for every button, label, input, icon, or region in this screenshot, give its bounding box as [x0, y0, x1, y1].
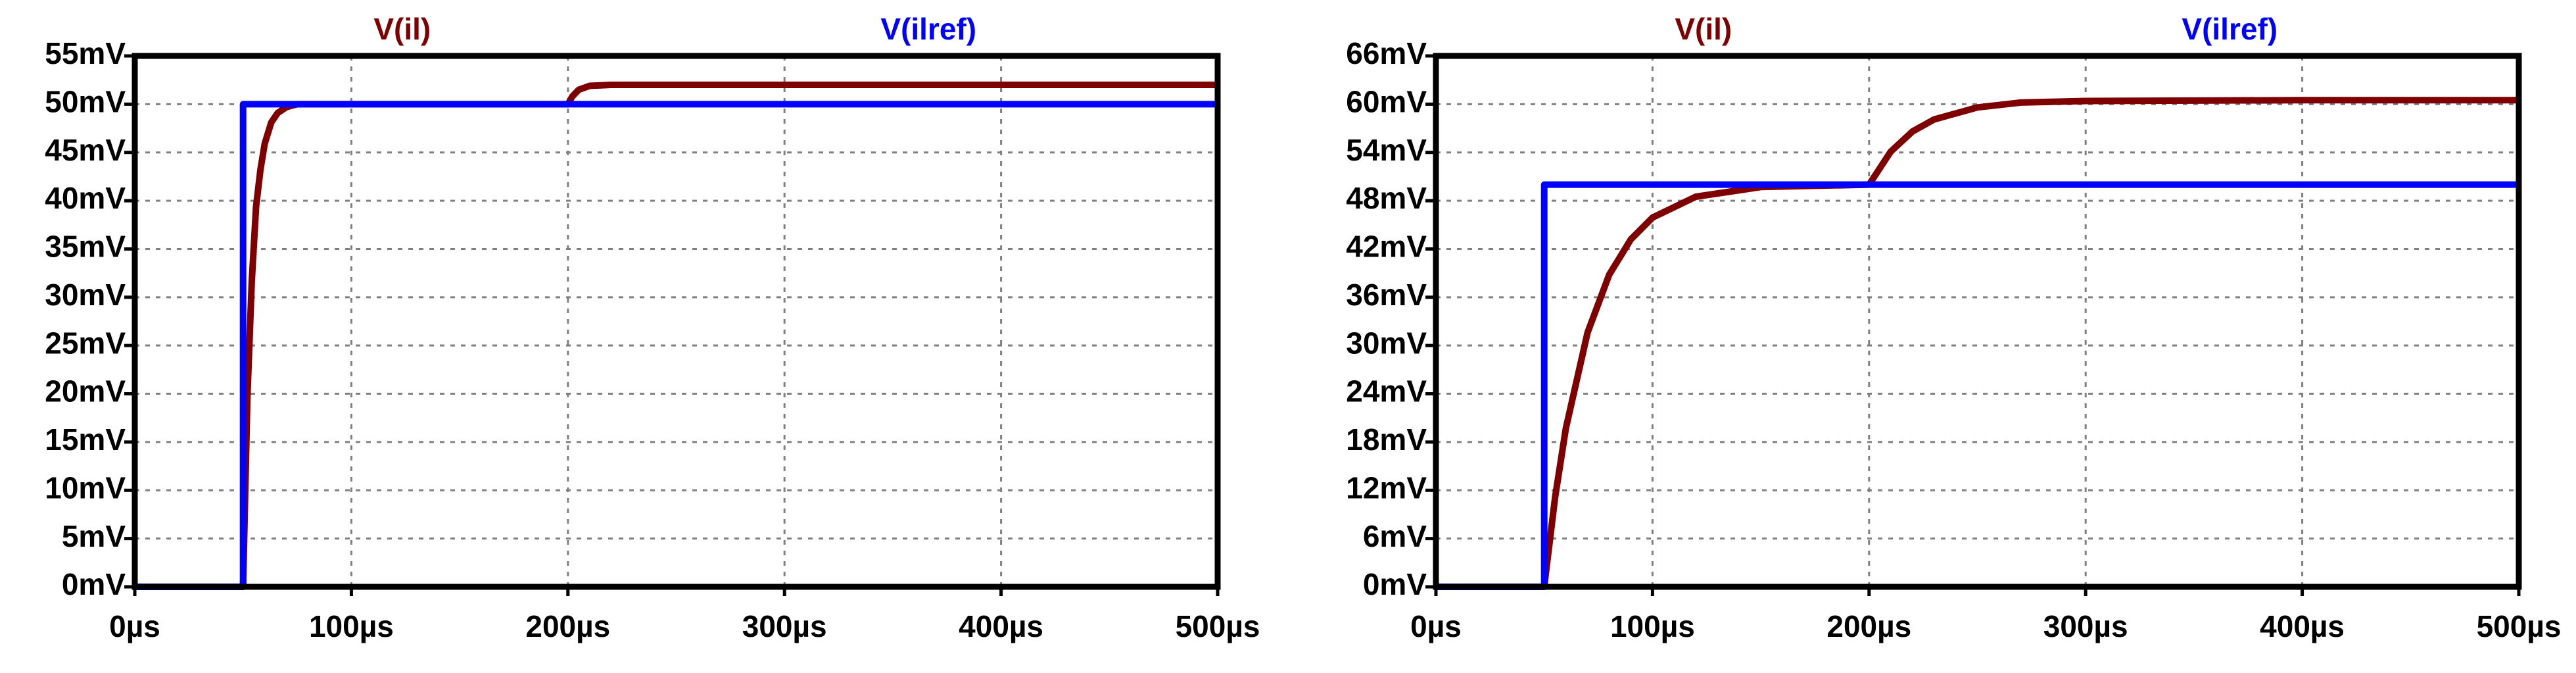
series-line [1436, 97, 2519, 590]
x-tick-label: 400µs [959, 609, 1043, 643]
plot-frame [1433, 53, 2522, 590]
series-line [135, 82, 1218, 590]
chart-panel: 0mV 6mV 12mV 18mV 24mV 30mV 36mV 42mV 48mV 54mV 60… [1346, 12, 2561, 643]
y-tick-label: 50mV [45, 85, 126, 119]
y-tick-label: 20mV [45, 374, 126, 409]
y-tick-label: 36mV [1346, 278, 1427, 312]
legend-entry: V(ilref) [2182, 12, 2278, 46]
y-tick-label: 24mV [1346, 374, 1427, 409]
y-tick-label: 0mV [62, 567, 126, 601]
x-tick-label: 200µs [1826, 609, 1911, 643]
y-tick-label: 66mV [1346, 36, 1427, 70]
y-tick-label: 35mV [45, 230, 126, 264]
y-tick-label: 30mV [1346, 326, 1427, 360]
x-tick-label: 500µs [2477, 609, 2562, 643]
x-tick-label: 400µs [2260, 609, 2345, 643]
y-tick-label: 12mV [1346, 470, 1427, 505]
x-tick-label: 500µs [1176, 609, 1260, 643]
y-tick-label: 42mV [1346, 230, 1427, 264]
legend-entry: V(ilref) [880, 12, 976, 46]
y-tick-label: 0mV [1363, 567, 1427, 601]
series-line [1436, 181, 2519, 590]
x-tick-label: 100µs [1610, 609, 1695, 643]
series-line [135, 101, 1218, 590]
y-tick-label: 10mV [45, 470, 126, 505]
x-tick-label: 300µs [2043, 609, 2128, 643]
y-tick-label: 48mV [1346, 181, 1427, 215]
y-tick-label: 18mV [1346, 422, 1427, 457]
y-tick-label: 55mV [45, 36, 126, 70]
y-tick-label: 25mV [45, 326, 126, 360]
y-tick-label: 30mV [45, 278, 126, 312]
y-tick-label: 60mV [1346, 85, 1427, 119]
y-tick-label: 5mV [62, 519, 126, 553]
y-tick-label: 54mV [1346, 133, 1427, 167]
y-tick-label: 40mV [45, 181, 126, 215]
x-tick-label: 0µs [1410, 609, 1462, 643]
x-tick-label: 0µs [109, 609, 160, 643]
legend-entry: V(il) [373, 12, 431, 46]
plot-frame [131, 53, 1221, 590]
y-tick-label: 6mV [1363, 519, 1427, 553]
y-tick-label: 45mV [45, 133, 126, 167]
x-tick-label: 100µs [309, 609, 394, 643]
chart-panel: 0mV 5mV 10mV 15mV 20mV 25mV 30mV 35mV 40mV 45mV 50… [45, 12, 1260, 643]
x-tick-label: 200µs [525, 609, 610, 643]
legend-entry: V(il) [1675, 12, 1732, 46]
y-tick-label: 15mV [45, 422, 126, 457]
x-tick-label: 300µs [742, 609, 827, 643]
